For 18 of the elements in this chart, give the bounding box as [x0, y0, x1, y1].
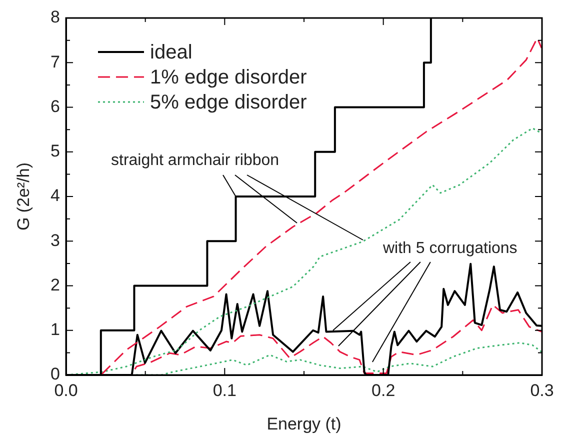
annotation: with 5 corrugations — [383, 240, 518, 258]
x-axis-title: Energy (t) — [266, 414, 342, 434]
x-tick-label: 0.1 — [212, 380, 236, 400]
legend-label: 5% edge disorder — [150, 92, 308, 114]
y-tick-label: 1 — [50, 320, 60, 340]
y-tick-label: 5 — [50, 142, 60, 161]
y-axis-title: G (2e²/h) — [14, 162, 33, 231]
legend-label: ideal — [150, 42, 192, 64]
y-tick-label: 6 — [50, 96, 60, 116]
y-tick-label: 3 — [50, 230, 60, 250]
y-tick-label: 4 — [50, 186, 60, 206]
legend-label: 1% edge disorder — [150, 66, 308, 89]
y-tick-label: 8 — [50, 8, 60, 27]
y-tick-label: 7 — [50, 52, 60, 72]
x-tick-label: 0.3 — [530, 380, 554, 400]
annotation: straight armchair ribbon — [111, 152, 280, 170]
y-tick-label: 2 — [50, 275, 60, 294]
x-tick-label: 0.2 — [372, 380, 396, 400]
